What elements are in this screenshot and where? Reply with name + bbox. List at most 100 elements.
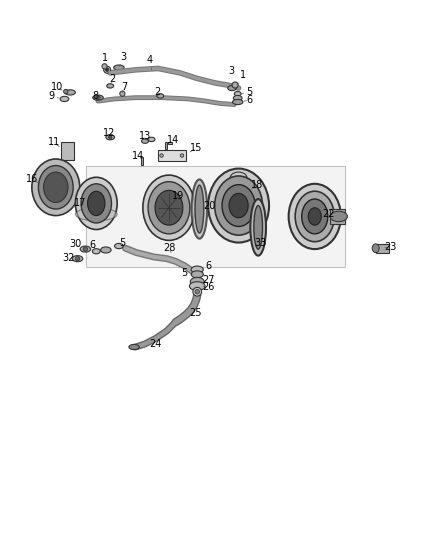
- Text: 2: 2: [154, 86, 160, 96]
- Ellipse shape: [229, 193, 248, 218]
- Text: 10: 10: [51, 82, 63, 92]
- Circle shape: [109, 135, 112, 139]
- Bar: [61, 142, 74, 160]
- Ellipse shape: [39, 166, 73, 209]
- Ellipse shape: [44, 172, 68, 203]
- Ellipse shape: [330, 211, 347, 222]
- Ellipse shape: [189, 282, 205, 290]
- Ellipse shape: [251, 199, 266, 256]
- Ellipse shape: [234, 92, 241, 96]
- Circle shape: [104, 66, 111, 73]
- Ellipse shape: [75, 208, 117, 221]
- Circle shape: [96, 95, 100, 100]
- Ellipse shape: [107, 84, 114, 88]
- Ellipse shape: [32, 159, 80, 215]
- Circle shape: [195, 289, 199, 294]
- Text: 32: 32: [63, 253, 75, 263]
- Ellipse shape: [155, 190, 183, 225]
- Circle shape: [180, 154, 184, 157]
- Circle shape: [120, 91, 125, 96]
- Ellipse shape: [195, 185, 204, 233]
- Bar: [158, 150, 186, 161]
- Text: 5: 5: [181, 268, 193, 278]
- Text: 14: 14: [132, 150, 145, 160]
- Text: 27: 27: [202, 274, 214, 285]
- Ellipse shape: [222, 184, 255, 227]
- Text: 24: 24: [150, 339, 162, 349]
- Ellipse shape: [72, 256, 83, 262]
- Text: 18: 18: [251, 180, 263, 190]
- Ellipse shape: [295, 191, 334, 241]
- Ellipse shape: [92, 249, 100, 254]
- Ellipse shape: [157, 94, 164, 98]
- Text: 30: 30: [69, 239, 81, 249]
- Ellipse shape: [148, 137, 155, 142]
- Text: 13: 13: [139, 131, 151, 141]
- Ellipse shape: [141, 139, 148, 143]
- Ellipse shape: [101, 247, 111, 253]
- Ellipse shape: [190, 277, 204, 286]
- Text: 6: 6: [244, 95, 253, 105]
- Circle shape: [232, 82, 238, 88]
- Text: 8: 8: [92, 91, 98, 101]
- Ellipse shape: [228, 85, 237, 91]
- Text: 28: 28: [163, 243, 175, 253]
- Ellipse shape: [60, 96, 69, 102]
- Text: 5: 5: [119, 238, 126, 247]
- Text: 6: 6: [90, 240, 96, 250]
- Ellipse shape: [114, 65, 124, 70]
- Ellipse shape: [93, 95, 103, 100]
- Circle shape: [106, 68, 109, 71]
- Text: 14: 14: [167, 135, 180, 146]
- Text: 23: 23: [385, 242, 397, 252]
- Ellipse shape: [254, 206, 262, 249]
- Ellipse shape: [80, 246, 91, 252]
- Ellipse shape: [143, 175, 195, 240]
- Ellipse shape: [191, 266, 203, 273]
- Ellipse shape: [372, 244, 379, 253]
- Circle shape: [64, 90, 68, 94]
- Ellipse shape: [191, 271, 203, 278]
- Ellipse shape: [88, 191, 105, 215]
- Ellipse shape: [106, 135, 115, 140]
- Circle shape: [160, 154, 163, 157]
- Text: 7: 7: [121, 82, 127, 92]
- Text: 19: 19: [172, 191, 184, 201]
- Bar: [168, 142, 172, 144]
- Ellipse shape: [289, 184, 341, 249]
- Bar: [141, 157, 143, 165]
- Circle shape: [102, 63, 107, 69]
- Ellipse shape: [233, 99, 243, 104]
- Text: 9: 9: [48, 91, 59, 101]
- Bar: [330, 209, 345, 224]
- Text: 4: 4: [146, 55, 152, 70]
- Text: 20: 20: [203, 200, 215, 211]
- Circle shape: [83, 247, 88, 251]
- Text: 16: 16: [26, 174, 38, 184]
- Text: 1: 1: [239, 70, 246, 84]
- Polygon shape: [86, 166, 345, 266]
- Ellipse shape: [115, 244, 123, 249]
- Circle shape: [193, 287, 201, 296]
- Text: 1: 1: [102, 53, 108, 66]
- Ellipse shape: [65, 90, 75, 95]
- Ellipse shape: [233, 95, 242, 101]
- Text: 2: 2: [109, 75, 116, 84]
- Text: 3: 3: [120, 52, 126, 66]
- Text: 5: 5: [242, 87, 253, 98]
- Ellipse shape: [75, 177, 117, 230]
- Ellipse shape: [191, 180, 207, 239]
- Ellipse shape: [230, 172, 247, 185]
- Text: 17: 17: [74, 198, 87, 208]
- Ellipse shape: [208, 168, 269, 243]
- Ellipse shape: [129, 344, 139, 350]
- Ellipse shape: [308, 208, 321, 225]
- Text: 11: 11: [47, 138, 60, 148]
- Ellipse shape: [148, 182, 190, 234]
- Text: 3: 3: [228, 66, 234, 78]
- Text: 22: 22: [322, 209, 335, 219]
- Text: 26: 26: [202, 282, 214, 293]
- Ellipse shape: [215, 176, 262, 235]
- Text: 33: 33: [254, 238, 266, 247]
- Text: 12: 12: [103, 128, 116, 138]
